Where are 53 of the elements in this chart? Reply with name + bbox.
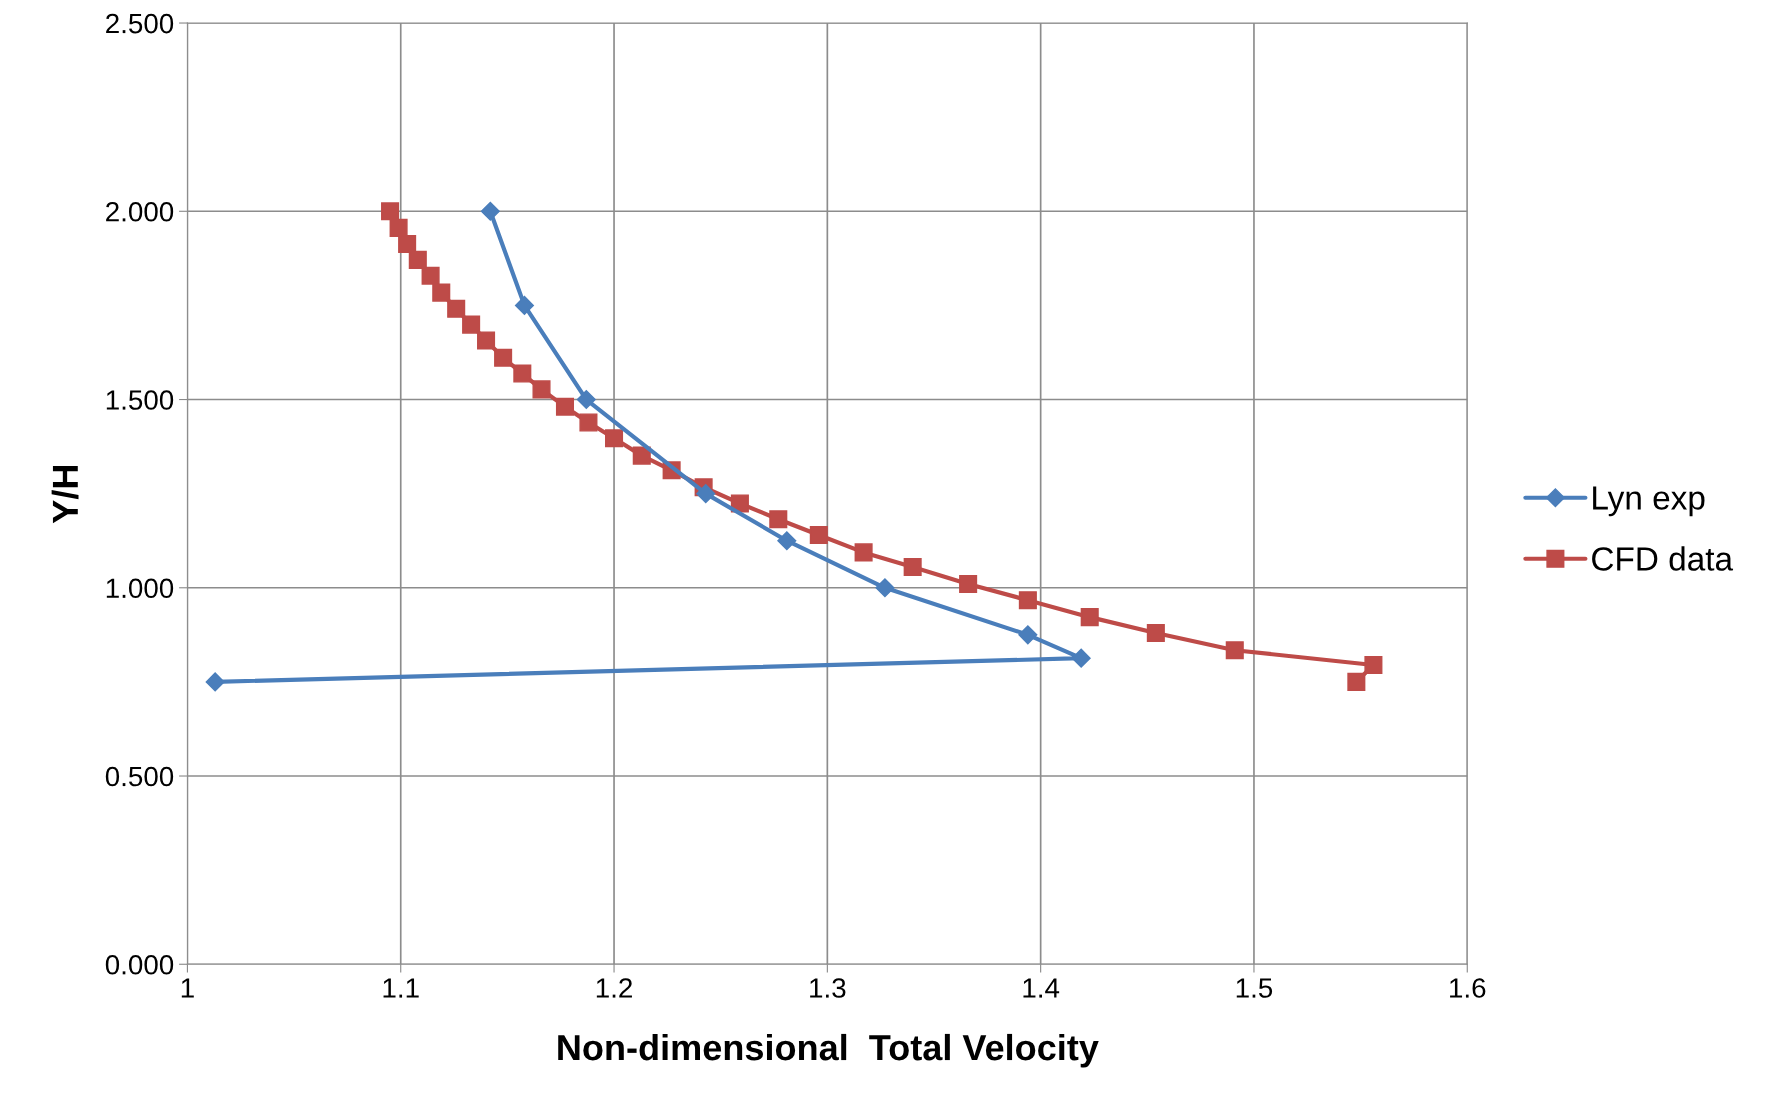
point bbox=[854, 543, 873, 562]
point bbox=[408, 250, 427, 269]
point bbox=[462, 315, 481, 334]
point bbox=[576, 389, 596, 410]
point bbox=[1071, 648, 1091, 668]
point bbox=[959, 574, 978, 594]
point bbox=[777, 531, 797, 551]
point bbox=[1018, 591, 1037, 610]
x-axis-title: Non-dimensional Total Velocity bbox=[558, 1033, 1099, 1068]
point bbox=[389, 218, 408, 237]
y-tick-label: 1.000 bbox=[106, 578, 174, 599]
x-tick-label: 1 bbox=[181, 978, 194, 998]
point bbox=[605, 429, 624, 448]
point bbox=[494, 348, 513, 367]
point bbox=[769, 510, 788, 529]
point bbox=[480, 201, 500, 221]
point bbox=[447, 299, 466, 318]
x-tick-label: 1.4 bbox=[1023, 978, 1060, 998]
legend-label: Lyn exp bbox=[1593, 486, 1705, 517]
point bbox=[1146, 623, 1165, 642]
point bbox=[432, 283, 451, 302]
point bbox=[696, 484, 716, 504]
y-axis-title: Y/H bbox=[51, 465, 79, 524]
point bbox=[532, 380, 551, 399]
point bbox=[205, 672, 225, 692]
point bbox=[398, 235, 417, 254]
point bbox=[1080, 608, 1099, 627]
y-tick-label: 2.500 bbox=[106, 13, 174, 34]
y-tick-label: 1.500 bbox=[106, 390, 174, 410]
point bbox=[421, 266, 440, 285]
point bbox=[1225, 641, 1244, 660]
x-tick-label: 1.5 bbox=[1236, 978, 1273, 998]
x-tick-label: 1.2 bbox=[596, 978, 632, 998]
point bbox=[875, 578, 895, 598]
x-tick-label: 1.6 bbox=[1450, 978, 1486, 998]
point bbox=[903, 558, 922, 577]
point bbox=[381, 202, 400, 221]
point bbox=[579, 413, 598, 432]
y-tick-label: 2.000 bbox=[106, 201, 174, 222]
y-tick-label: 0.000 bbox=[105, 954, 174, 975]
point bbox=[809, 526, 828, 545]
y-tick-label: 0.500 bbox=[105, 766, 174, 787]
point bbox=[513, 364, 532, 383]
point bbox=[1364, 655, 1383, 674]
point bbox=[1018, 625, 1038, 645]
point bbox=[632, 446, 651, 465]
x-tick-label: 1.3 bbox=[810, 978, 846, 998]
point bbox=[555, 397, 575, 416]
legend-label: CFD data bbox=[1592, 546, 1734, 571]
x-tick-label: 1.1 bbox=[383, 978, 419, 998]
point bbox=[477, 331, 496, 350]
point bbox=[514, 295, 534, 315]
point bbox=[1347, 672, 1366, 691]
